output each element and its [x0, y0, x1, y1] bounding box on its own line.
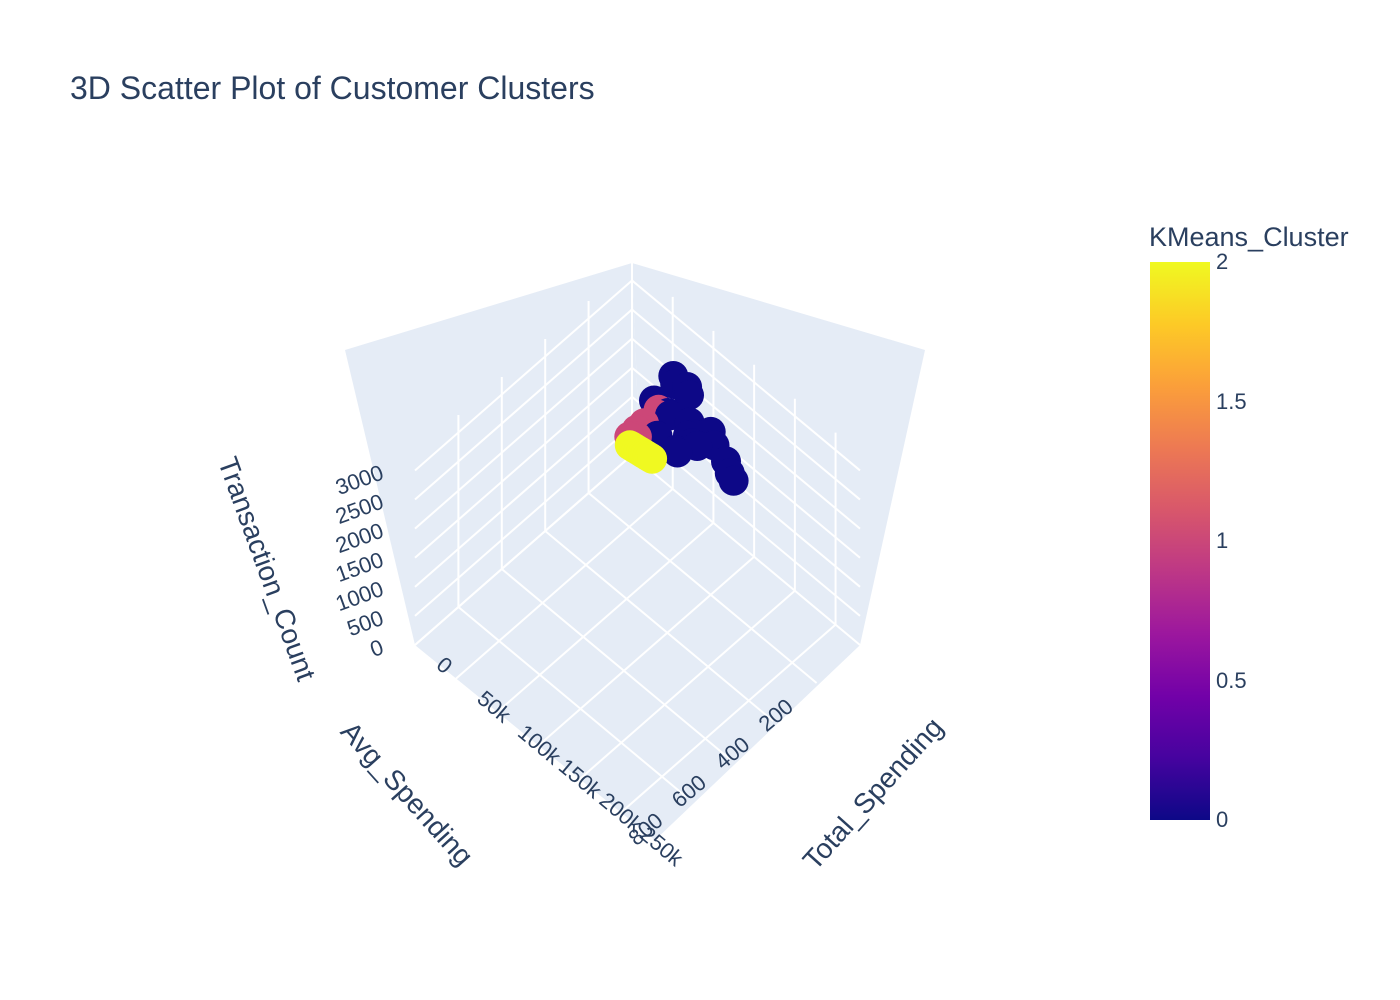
- colorbar-tick-label: 1: [1216, 528, 1229, 553]
- grid-line: [414, 337, 633, 530]
- x-axis-title: Total_Spending: [797, 712, 949, 876]
- grid-line: [414, 396, 633, 588]
- grid-line: [414, 454, 633, 646]
- colorbar-tick-label: 1.5: [1216, 388, 1247, 414]
- grid-line: [501, 568, 731, 760]
- colorbar-gradient: [1150, 262, 1210, 820]
- y-axis-title: Avg_Spending: [335, 716, 480, 872]
- grid-line: [455, 488, 674, 680]
- grid-line: [617, 623, 837, 816]
- grid-line: [577, 589, 796, 782]
- grid-line: [414, 425, 633, 617]
- grid-line: [587, 492, 818, 684]
- grid-line: [414, 279, 633, 472]
- colorbar-tick-label: 0: [1216, 807, 1229, 832]
- colorbar-title: KMeans_Cluster: [1149, 222, 1349, 252]
- grid-line: [631, 454, 861, 646]
- grid-line: [457, 606, 688, 798]
- grid-line: [414, 366, 633, 559]
- data-point-cluster-0[interactable]: [662, 437, 693, 468]
- colorbar-tick-label: 0.5: [1216, 667, 1247, 693]
- data-point-cluster-0[interactable]: [718, 465, 749, 496]
- grid-line: [631, 308, 861, 501]
- data-points: [614, 361, 749, 496]
- chart-title: 3D Scatter Plot of Customer Clusters: [70, 70, 595, 106]
- colorbar-tick-label: 2: [1216, 249, 1229, 274]
- grid-line: [495, 522, 715, 714]
- grid-line: [631, 279, 861, 472]
- z-axis-title: Transaction_Count: [212, 453, 322, 685]
- grid-line: [544, 530, 774, 722]
- data-point-cluster-2[interactable]: [637, 443, 668, 474]
- data-point-cluster-0[interactable]: [674, 380, 704, 411]
- grid-line: [536, 556, 755, 748]
- z-tick-label: 0: [367, 634, 387, 662]
- floor-plane: [415, 455, 860, 840]
- grid-line: [414, 308, 633, 501]
